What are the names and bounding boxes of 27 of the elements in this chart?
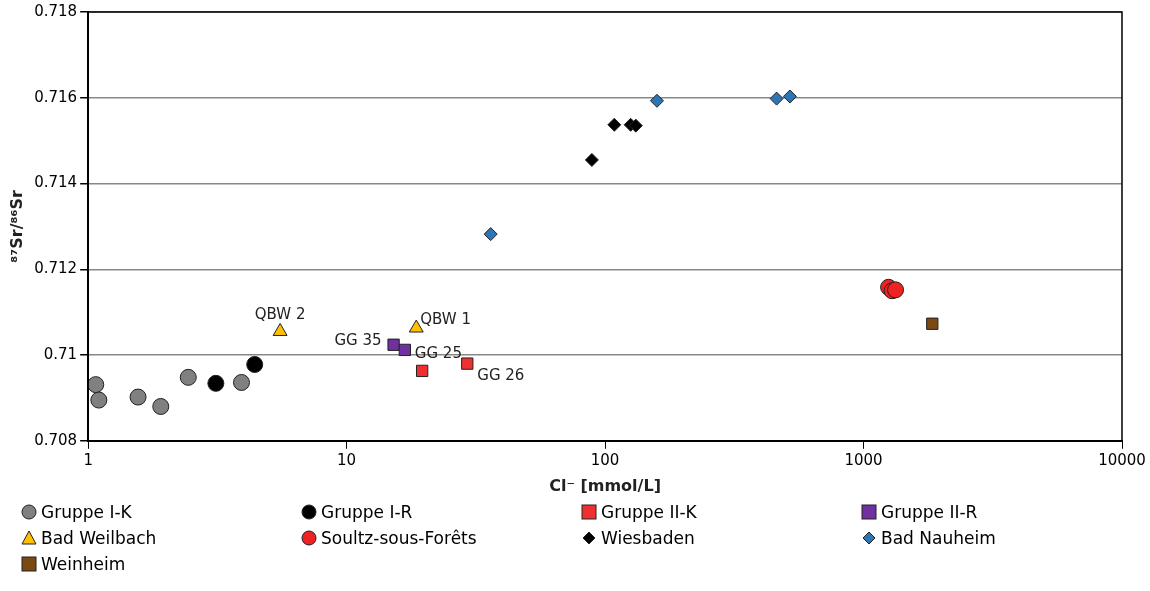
x-tick-label: 1 [83,450,93,469]
y-tick-label: 0.714 [34,173,78,192]
legend-label: Gruppe II-K [601,502,697,522]
y-tick-label: 0.71 [43,344,78,363]
legend-label: Gruppe II-R [881,502,978,522]
x-tick-label: 10 [337,450,357,469]
y-tick-label: 0.718 [34,1,78,20]
y-axis-title: ⁸⁷Sr/⁸⁶Sr [6,189,26,263]
y-tick-label: 0.712 [34,259,78,278]
x-tick-label: 1000 [844,450,883,469]
annotation: GG 35 [334,330,382,349]
legend-label: Bad Weilbach [41,528,157,548]
y-tick-label: 0.708 [34,430,78,449]
legend-label: Gruppe I-K [41,502,132,522]
legend-label: Wiesbaden [601,528,695,548]
annotation: QBW 1 [420,309,471,328]
legend-label: Weinheim [41,554,126,574]
annotation: GG 25 [414,343,462,362]
x-tick-label: 10000 [1098,450,1146,469]
y-tick-label: 0.716 [34,87,78,106]
legend-label: Bad Nauheim [881,528,996,548]
legend-label: Soultz-sous-Forêts [321,528,477,548]
legend-label: Gruppe I-R [321,502,413,522]
annotation: GG 26 [477,365,525,384]
annotation: QBW 2 [254,305,306,324]
x-axis-title: Cl⁻ [mmol/L] [549,475,661,495]
x-tick-label: 100 [590,450,620,469]
